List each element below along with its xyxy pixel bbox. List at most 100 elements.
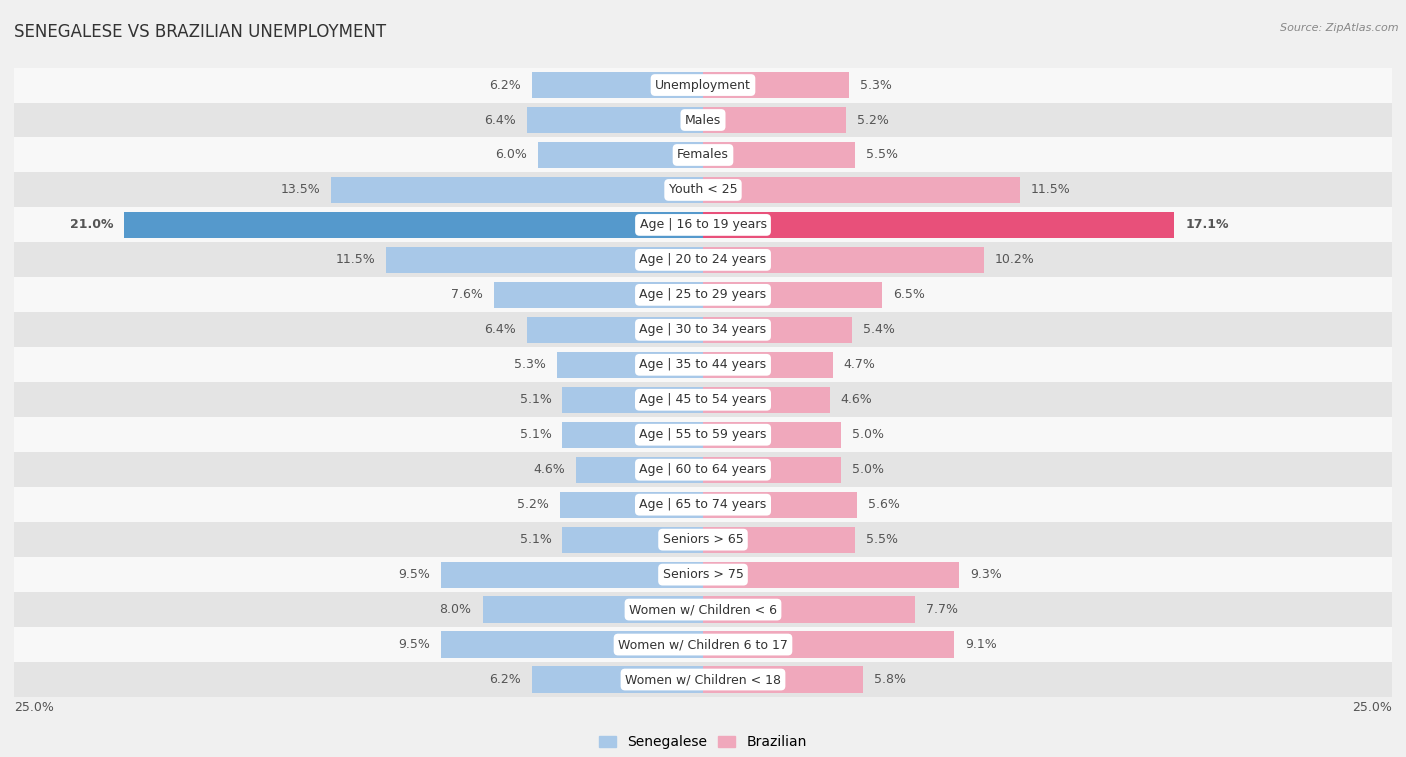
Text: 4.7%: 4.7% xyxy=(844,358,876,371)
Text: 11.5%: 11.5% xyxy=(335,254,375,266)
Bar xyxy=(703,142,855,168)
Bar xyxy=(527,316,703,343)
Bar xyxy=(14,662,1392,697)
Text: Age | 25 to 29 years: Age | 25 to 29 years xyxy=(640,288,766,301)
Text: 5.1%: 5.1% xyxy=(520,428,551,441)
Text: Women w/ Children < 18: Women w/ Children < 18 xyxy=(626,673,780,686)
Bar xyxy=(124,212,703,238)
Text: 5.3%: 5.3% xyxy=(860,79,891,92)
Bar xyxy=(557,352,703,378)
Bar xyxy=(14,417,1392,452)
Bar xyxy=(703,387,830,413)
Text: 5.4%: 5.4% xyxy=(863,323,894,336)
Bar xyxy=(703,72,849,98)
Text: Females: Females xyxy=(678,148,728,161)
Text: 13.5%: 13.5% xyxy=(280,183,321,197)
Text: 5.2%: 5.2% xyxy=(517,498,548,511)
Bar xyxy=(703,282,882,308)
Bar xyxy=(14,102,1392,138)
Text: 4.6%: 4.6% xyxy=(841,394,873,407)
Text: 5.6%: 5.6% xyxy=(869,498,900,511)
Bar xyxy=(703,352,832,378)
Bar xyxy=(441,631,703,658)
Bar xyxy=(703,107,846,133)
Bar xyxy=(14,67,1392,102)
Bar xyxy=(14,242,1392,277)
Bar xyxy=(14,627,1392,662)
Text: 6.0%: 6.0% xyxy=(495,148,527,161)
Text: Age | 16 to 19 years: Age | 16 to 19 years xyxy=(640,219,766,232)
Text: 5.3%: 5.3% xyxy=(515,358,546,371)
Text: 5.1%: 5.1% xyxy=(520,394,551,407)
Text: 6.4%: 6.4% xyxy=(484,114,516,126)
Text: Women w/ Children < 6: Women w/ Children < 6 xyxy=(628,603,778,616)
Text: 5.0%: 5.0% xyxy=(852,428,884,441)
Text: 9.5%: 9.5% xyxy=(398,638,430,651)
Bar xyxy=(494,282,703,308)
Bar xyxy=(14,592,1392,627)
Bar xyxy=(576,456,703,483)
Bar xyxy=(14,277,1392,313)
Bar xyxy=(560,491,703,518)
Bar xyxy=(703,631,953,658)
Bar xyxy=(14,207,1392,242)
Text: 5.5%: 5.5% xyxy=(866,148,897,161)
Text: 5.8%: 5.8% xyxy=(875,673,905,686)
Text: 17.1%: 17.1% xyxy=(1185,219,1229,232)
Bar xyxy=(703,562,959,587)
Text: 7.6%: 7.6% xyxy=(451,288,482,301)
Text: Source: ZipAtlas.com: Source: ZipAtlas.com xyxy=(1281,23,1399,33)
Text: Males: Males xyxy=(685,114,721,126)
Bar xyxy=(14,557,1392,592)
Text: Age | 55 to 59 years: Age | 55 to 59 years xyxy=(640,428,766,441)
Text: SENEGALESE VS BRAZILIAN UNEMPLOYMENT: SENEGALESE VS BRAZILIAN UNEMPLOYMENT xyxy=(14,23,387,41)
Text: 25.0%: 25.0% xyxy=(1353,701,1392,714)
Bar xyxy=(537,142,703,168)
Bar xyxy=(14,382,1392,417)
Text: Age | 20 to 24 years: Age | 20 to 24 years xyxy=(640,254,766,266)
Text: 5.2%: 5.2% xyxy=(858,114,889,126)
Bar xyxy=(562,422,703,448)
Bar xyxy=(441,562,703,587)
Text: Seniors > 75: Seniors > 75 xyxy=(662,568,744,581)
Text: 8.0%: 8.0% xyxy=(440,603,471,616)
Legend: Senegalese, Brazilian: Senegalese, Brazilian xyxy=(593,730,813,755)
Text: 10.2%: 10.2% xyxy=(995,254,1035,266)
Bar xyxy=(703,212,1174,238)
Text: 6.4%: 6.4% xyxy=(484,323,516,336)
Bar xyxy=(531,666,703,693)
Bar xyxy=(14,522,1392,557)
Bar xyxy=(703,316,852,343)
Text: 9.3%: 9.3% xyxy=(970,568,1002,581)
Bar xyxy=(14,313,1392,347)
Bar xyxy=(562,387,703,413)
Bar xyxy=(14,488,1392,522)
Bar xyxy=(703,527,855,553)
Text: Youth < 25: Youth < 25 xyxy=(669,183,737,197)
Bar xyxy=(527,107,703,133)
Bar xyxy=(14,173,1392,207)
Text: 9.5%: 9.5% xyxy=(398,568,430,581)
Text: 7.7%: 7.7% xyxy=(927,603,959,616)
Text: Seniors > 65: Seniors > 65 xyxy=(662,533,744,546)
Bar xyxy=(703,666,863,693)
Text: Age | 60 to 64 years: Age | 60 to 64 years xyxy=(640,463,766,476)
Bar xyxy=(703,597,915,623)
Bar xyxy=(703,491,858,518)
Text: Age | 35 to 44 years: Age | 35 to 44 years xyxy=(640,358,766,371)
Text: Women w/ Children 6 to 17: Women w/ Children 6 to 17 xyxy=(619,638,787,651)
Text: 25.0%: 25.0% xyxy=(14,701,53,714)
Bar xyxy=(703,177,1019,203)
Bar xyxy=(330,177,703,203)
Text: 9.1%: 9.1% xyxy=(965,638,997,651)
Bar xyxy=(703,456,841,483)
Bar xyxy=(387,247,703,273)
Text: 6.2%: 6.2% xyxy=(489,673,522,686)
Text: 21.0%: 21.0% xyxy=(70,219,114,232)
Text: 5.0%: 5.0% xyxy=(852,463,884,476)
Text: Age | 65 to 74 years: Age | 65 to 74 years xyxy=(640,498,766,511)
Text: 5.1%: 5.1% xyxy=(520,533,551,546)
Text: 5.5%: 5.5% xyxy=(866,533,897,546)
Text: Unemployment: Unemployment xyxy=(655,79,751,92)
Bar xyxy=(531,72,703,98)
